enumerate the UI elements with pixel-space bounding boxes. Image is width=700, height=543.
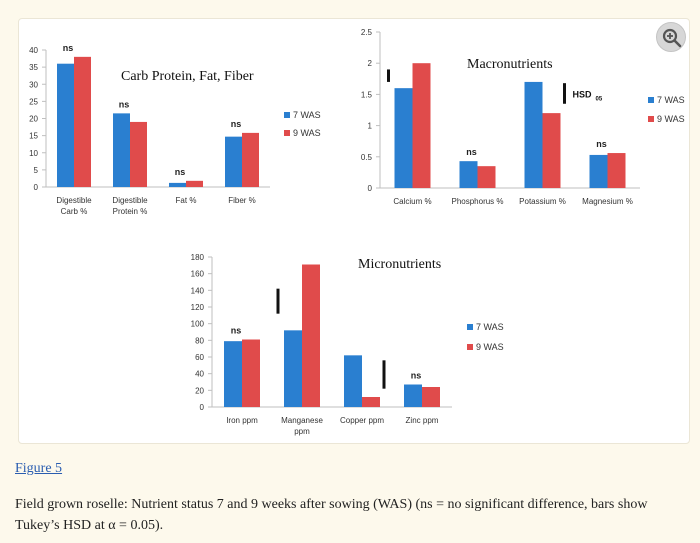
bar-7-was (169, 182, 186, 187)
figure-charts: Carb Protein, Fat, Fiber0510152025303540… (29, 28, 685, 436)
y-tick-label: 25 (29, 97, 38, 106)
zoom-in-icon (662, 28, 682, 48)
bar-7-was (589, 154, 608, 188)
y-tick-label: 40 (29, 46, 38, 55)
bar-7-was (225, 136, 242, 187)
x-tick-label: Calcium % (393, 197, 431, 206)
bar-9-was (302, 264, 320, 407)
ns-annotation: ns (63, 43, 74, 53)
y-tick-label: 120 (191, 303, 205, 312)
bar-7-was (344, 355, 362, 407)
y-tick-label: 140 (191, 286, 205, 295)
x-tick-label: Digestible (56, 196, 92, 205)
bar-7-was (57, 63, 74, 188)
bar-9-was (74, 56, 91, 187)
y-tick-label: 35 (29, 63, 38, 72)
y-tick-label: 2.5 (361, 28, 373, 37)
ns-annotation: ns (231, 119, 242, 129)
bar-7-was (113, 113, 130, 187)
legend-label: 9 WAS (657, 114, 685, 124)
y-tick-label: 2 (368, 59, 373, 68)
legend-label: 9 WAS (476, 342, 504, 352)
bar-9-was (242, 339, 260, 407)
bar-9-was (362, 397, 380, 407)
y-tick-label: 160 (191, 270, 205, 279)
ns-annotation: ns (596, 139, 607, 149)
bar-7-was (284, 330, 302, 407)
y-tick-label: 0 (200, 403, 205, 412)
legend-swatch-9-was (284, 130, 290, 136)
y-tick-label: 5 (34, 166, 39, 175)
bar-9-was (130, 121, 147, 187)
x-tick-label: Phosphorus % (451, 197, 503, 206)
hsd-subscript: 05 (596, 96, 603, 102)
y-tick-label: 1 (368, 122, 373, 131)
y-tick-label: 20 (195, 386, 204, 395)
legend-label: 7 WAS (657, 95, 685, 105)
figure-link[interactable]: Figure 5 (15, 461, 63, 476)
x-tick-label: Potassium % (519, 197, 566, 206)
legend-swatch-9-was (648, 116, 654, 122)
legend-label: 7 WAS (476, 322, 504, 332)
legend-label: 9 WAS (293, 128, 321, 138)
y-tick-label: 180 (191, 253, 205, 262)
y-tick-label: 0 (34, 183, 39, 192)
ns-annotation: ns (466, 147, 477, 157)
y-tick-label: 1.5 (361, 90, 373, 99)
x-tick-label: Carb % (61, 207, 88, 216)
x-tick-label: Magnesium % (582, 197, 633, 206)
y-tick-label: 30 (29, 80, 38, 89)
chart-title: Carb Protein, Fat, Fiber (121, 69, 254, 84)
y-tick-label: 60 (195, 353, 204, 362)
x-tick-label: Iron ppm (226, 416, 258, 425)
hsd-label: HSD (573, 89, 593, 99)
x-tick-label: Zinc ppm (406, 416, 439, 425)
legend-label: 7 WAS (293, 110, 321, 120)
bar-9-was (242, 132, 259, 187)
y-tick-label: 20 (29, 115, 38, 124)
bar-9-was (477, 166, 496, 188)
bar-9-was (186, 180, 203, 187)
ns-annotation: ns (119, 99, 130, 109)
x-tick-label: Fat % (176, 196, 197, 205)
ns-annotation: ns (411, 371, 422, 381)
bar-7-was (394, 88, 413, 188)
y-tick-label: 10 (29, 149, 38, 158)
y-tick-label: 80 (195, 336, 204, 345)
bar-7-was (404, 384, 422, 407)
x-tick-label: Digestible (112, 196, 148, 205)
ns-annotation: ns (175, 167, 186, 177)
bar-7-was (524, 81, 543, 188)
figure-caption: Field grown roselle: Nutrient status 7 a… (15, 497, 648, 533)
bar-7-was (224, 341, 242, 407)
y-tick-label: 100 (191, 320, 205, 329)
bar-9-was (607, 153, 626, 188)
y-tick-label: 0 (368, 184, 373, 193)
x-tick-label: Copper ppm (340, 416, 384, 425)
ns-annotation: ns (231, 326, 242, 336)
x-tick-label: Protein % (113, 207, 148, 216)
y-tick-label: 0.5 (361, 153, 373, 162)
zoom-button[interactable] (656, 22, 686, 52)
legend-swatch-7-was (467, 324, 473, 330)
bar-9-was (422, 387, 440, 407)
bar-9-was (412, 63, 431, 189)
chart-title: Macronutrients (467, 57, 553, 72)
x-tick-label: Manganese (281, 416, 323, 425)
chart-title: Micronutrients (358, 257, 441, 272)
x-tick-label: Fiber % (228, 196, 256, 205)
legend-swatch-7-was (648, 97, 654, 103)
bar-7-was (459, 161, 478, 188)
x-tick-label: ppm (294, 427, 310, 436)
y-tick-label: 40 (195, 370, 204, 379)
legend-swatch-9-was (467, 344, 473, 350)
y-tick-label: 15 (29, 132, 38, 141)
legend-swatch-7-was (284, 112, 290, 118)
bar-9-was (542, 113, 561, 188)
